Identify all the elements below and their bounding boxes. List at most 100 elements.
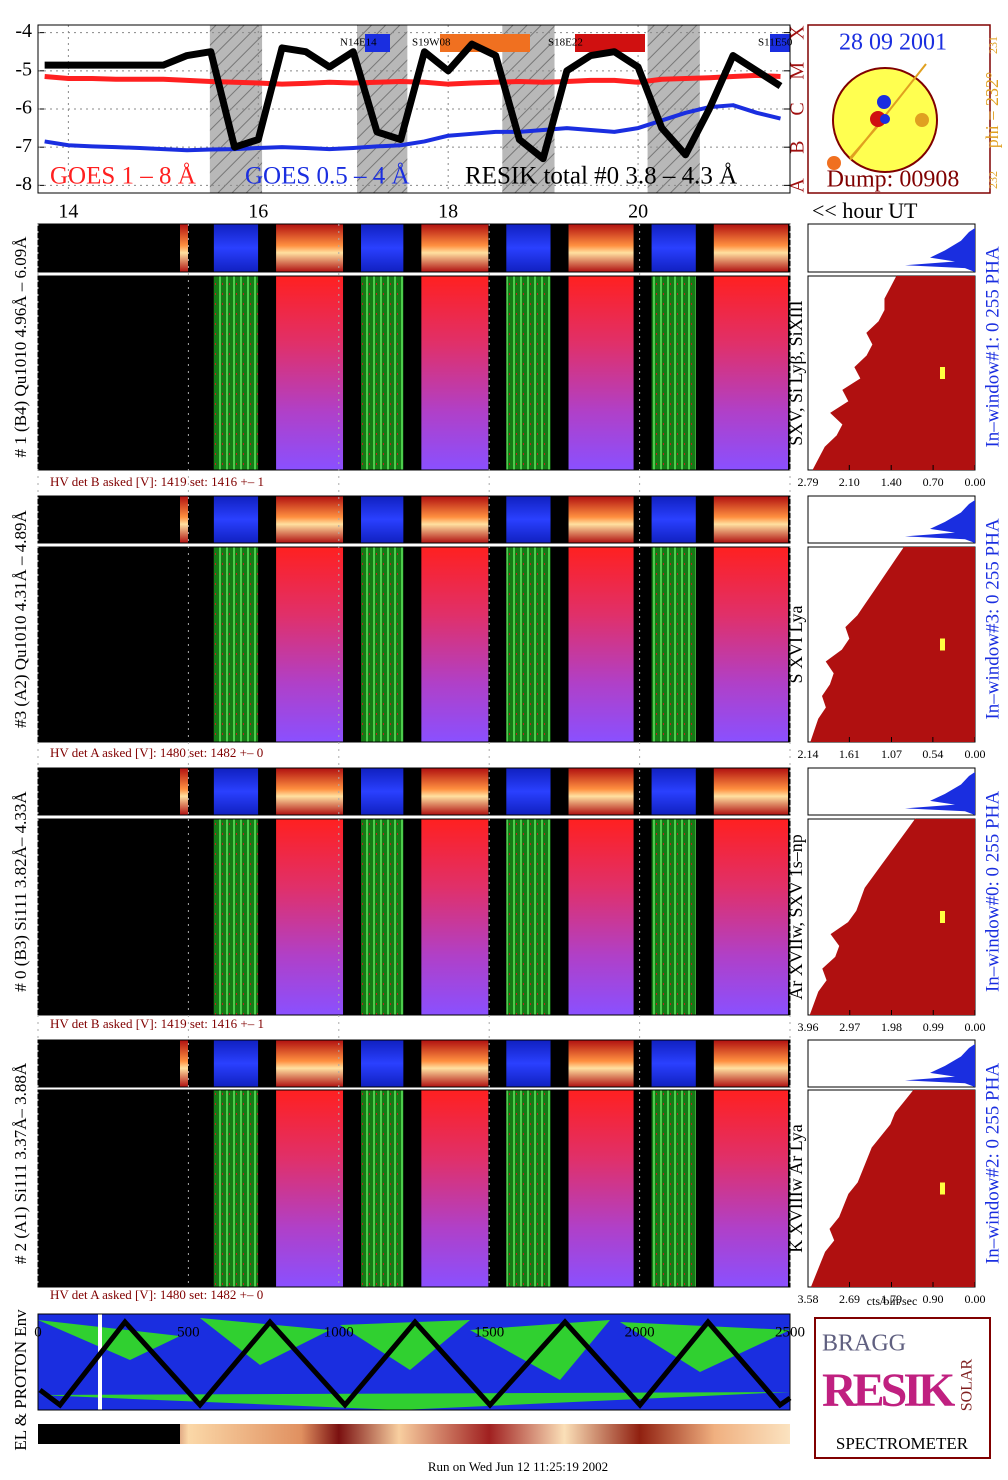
pha-shape [905, 500, 975, 543]
spectrogram-column [361, 224, 404, 272]
logo-word: SOLAR [959, 1358, 976, 1411]
spectrogram-column [361, 768, 404, 815]
sun-region [880, 114, 890, 124]
pha-shape [905, 228, 975, 272]
legend-label: GOES 0.5 – 4 Å [245, 163, 410, 190]
spectrogram-column [213, 768, 259, 815]
spectrogram-column [421, 1090, 489, 1287]
x-tick-label: 3.96 [798, 1020, 819, 1034]
pha-shape [905, 1044, 975, 1087]
x-tick-label: 1.61 [839, 747, 860, 761]
window-label: In–window#2: 0 255 PHA [982, 1063, 1003, 1264]
spectrogram-frame [37, 1039, 791, 1088]
region-label: S11E50 [758, 37, 793, 49]
spectrogram-column [213, 819, 259, 1015]
spectrogram-column [713, 276, 788, 470]
x-tick-label: 2.69 [839, 1292, 860, 1306]
spectrogram-column [213, 224, 259, 272]
window-marker [940, 367, 945, 379]
line-label: SXV, Si Lyβ, SiXIII [786, 300, 806, 445]
x-tick-label: 0.70 [923, 475, 944, 489]
spectrogram-column [713, 819, 788, 1015]
histogram-outline [809, 818, 917, 1016]
histogram-fill [811, 1090, 975, 1287]
x-tick-label: 2.14 [798, 747, 819, 761]
x-tick-label: 0 [34, 1324, 42, 1340]
x-tick-label: 1.07 [881, 747, 902, 761]
spectrogram-column [568, 496, 634, 543]
detector-label: # 2 (A1) Si111 3.37Å– 3.88Å [11, 1062, 30, 1264]
color-strip [38, 1424, 790, 1444]
spectrogram-column [180, 224, 188, 272]
window-label: In–window#3: 0 255 PHA [982, 518, 1003, 719]
logo-word: RESIK [822, 1364, 955, 1417]
x-tick-label: 16 [248, 201, 268, 223]
footer: Run on Wed Jun 12 11:25:19 2002 [428, 1459, 608, 1474]
spectrogram-frame [37, 223, 791, 273]
region-box [575, 34, 645, 52]
spectrogram-column [651, 224, 696, 272]
spectrogram-column [506, 768, 551, 815]
x-axis-label: << hour UT [812, 198, 918, 223]
series-line [44, 40, 783, 163]
spectrogram-column [506, 1040, 551, 1087]
window-label: In–window#0: 0 255 PHA [982, 791, 1003, 992]
spectrogram-column [506, 276, 551, 470]
spectrogram-column [421, 496, 489, 543]
x-tick-label: 1000 [324, 1324, 354, 1340]
x-tick-label: 18 [438, 201, 458, 223]
histogram-fill [813, 276, 975, 470]
spectrogram-column [713, 547, 788, 742]
x-tick-label: 0.00 [965, 747, 986, 761]
x-tick-label: 1.98 [881, 1020, 902, 1034]
spectrogram-column [180, 768, 188, 815]
logo-word: BRAGG [822, 1331, 906, 1357]
legend-label: GOES 1 – 8 Å [50, 163, 196, 190]
window-marker [940, 638, 945, 651]
spectrogram-column [213, 1040, 259, 1087]
region-label: S18E22 [548, 37, 583, 49]
spectrogram-column [421, 276, 489, 470]
spectrogram-column [361, 1040, 404, 1087]
x-tick-label: 0.90 [923, 1292, 944, 1306]
spectrogram-column [421, 768, 489, 815]
env-patch [38, 1392, 790, 1410]
env-frame [37, 1313, 791, 1411]
spectrogram-column [213, 496, 259, 543]
spectrogram-column [568, 1090, 634, 1287]
spectrogram-frame [37, 1089, 791, 1288]
histogram-fill [810, 819, 975, 1015]
x-tick-label: 0.00 [965, 1020, 986, 1034]
x-tick-label: 2.97 [839, 1020, 860, 1034]
histogram-unit: cts/bin/sec [867, 1294, 918, 1308]
spectrogram-column [506, 224, 551, 272]
hv-label: HV det B asked [V]: 1419 set: 1416 +– 1 [50, 1016, 264, 1031]
window-marker [940, 1182, 945, 1195]
env-label: EL & PROTON Env [11, 1309, 30, 1451]
x-tick-label: 0.00 [965, 475, 986, 489]
hv-label: HV det B asked [V]: 1419 set: 1416 +– 1 [50, 474, 264, 489]
line-label: Ar XVIIw, SXV 1s–np [786, 834, 806, 1000]
spectrogram-column [713, 1090, 788, 1287]
histogram-outline [810, 546, 906, 743]
plot-frame [37, 24, 791, 194]
x-tick-label: 2.79 [798, 475, 819, 489]
spectrogram-column [713, 224, 788, 272]
spectrogram-column [276, 819, 344, 1015]
logo-frame [814, 1317, 991, 1459]
x-tick-label: 2500 [775, 1324, 805, 1340]
x-tick-label: 2000 [625, 1324, 655, 1340]
spectrogram-column [651, 547, 696, 742]
spectrogram-column [421, 819, 489, 1015]
spectrogram-column [421, 547, 489, 742]
angle-bottom: 232 [986, 171, 1000, 189]
spectrogram-column [651, 819, 696, 1015]
series-line [44, 72, 781, 87]
logo-title: SPECTROMETER [836, 1434, 969, 1453]
x-tick-label: 1500 [474, 1324, 504, 1340]
spectrogram-column [213, 1090, 259, 1287]
spectrogram-column [276, 496, 344, 543]
orbit-track [38, 1318, 792, 1409]
dump-label: Dump: 00908 [827, 167, 960, 193]
